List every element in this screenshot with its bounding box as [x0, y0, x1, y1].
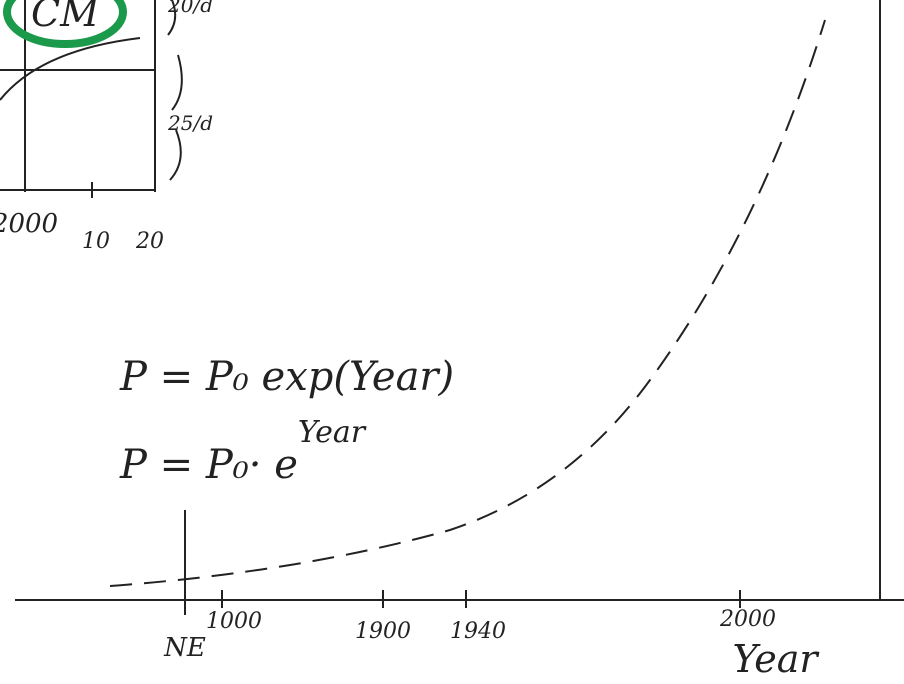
badge: CM [31, 0, 100, 35]
inset-x-label: 10 [82, 229, 110, 254]
x-label: 1940 [450, 619, 506, 644]
x-axis-title: Year [732, 637, 820, 681]
inset-x-label: 2000 [0, 209, 58, 239]
x-label: 1900 [355, 619, 411, 644]
annotation: 20/d [167, 0, 213, 17]
annotation: 25/d [167, 111, 213, 135]
x-label: NE [163, 633, 206, 663]
equation-base: P = P₀· e [119, 442, 298, 488]
equation-exponent: Year [298, 415, 367, 450]
sketch: CM 20/d 25/d 2000 10 20 P = P₀ exp(Year)… [0, 0, 904, 684]
x-label: 1000 [206, 609, 262, 634]
background [0, 0, 904, 684]
inset-x-label: 20 [135, 229, 164, 254]
x-label: 2000 [719, 607, 776, 632]
equation: P = P₀ exp(Year) [119, 354, 454, 400]
